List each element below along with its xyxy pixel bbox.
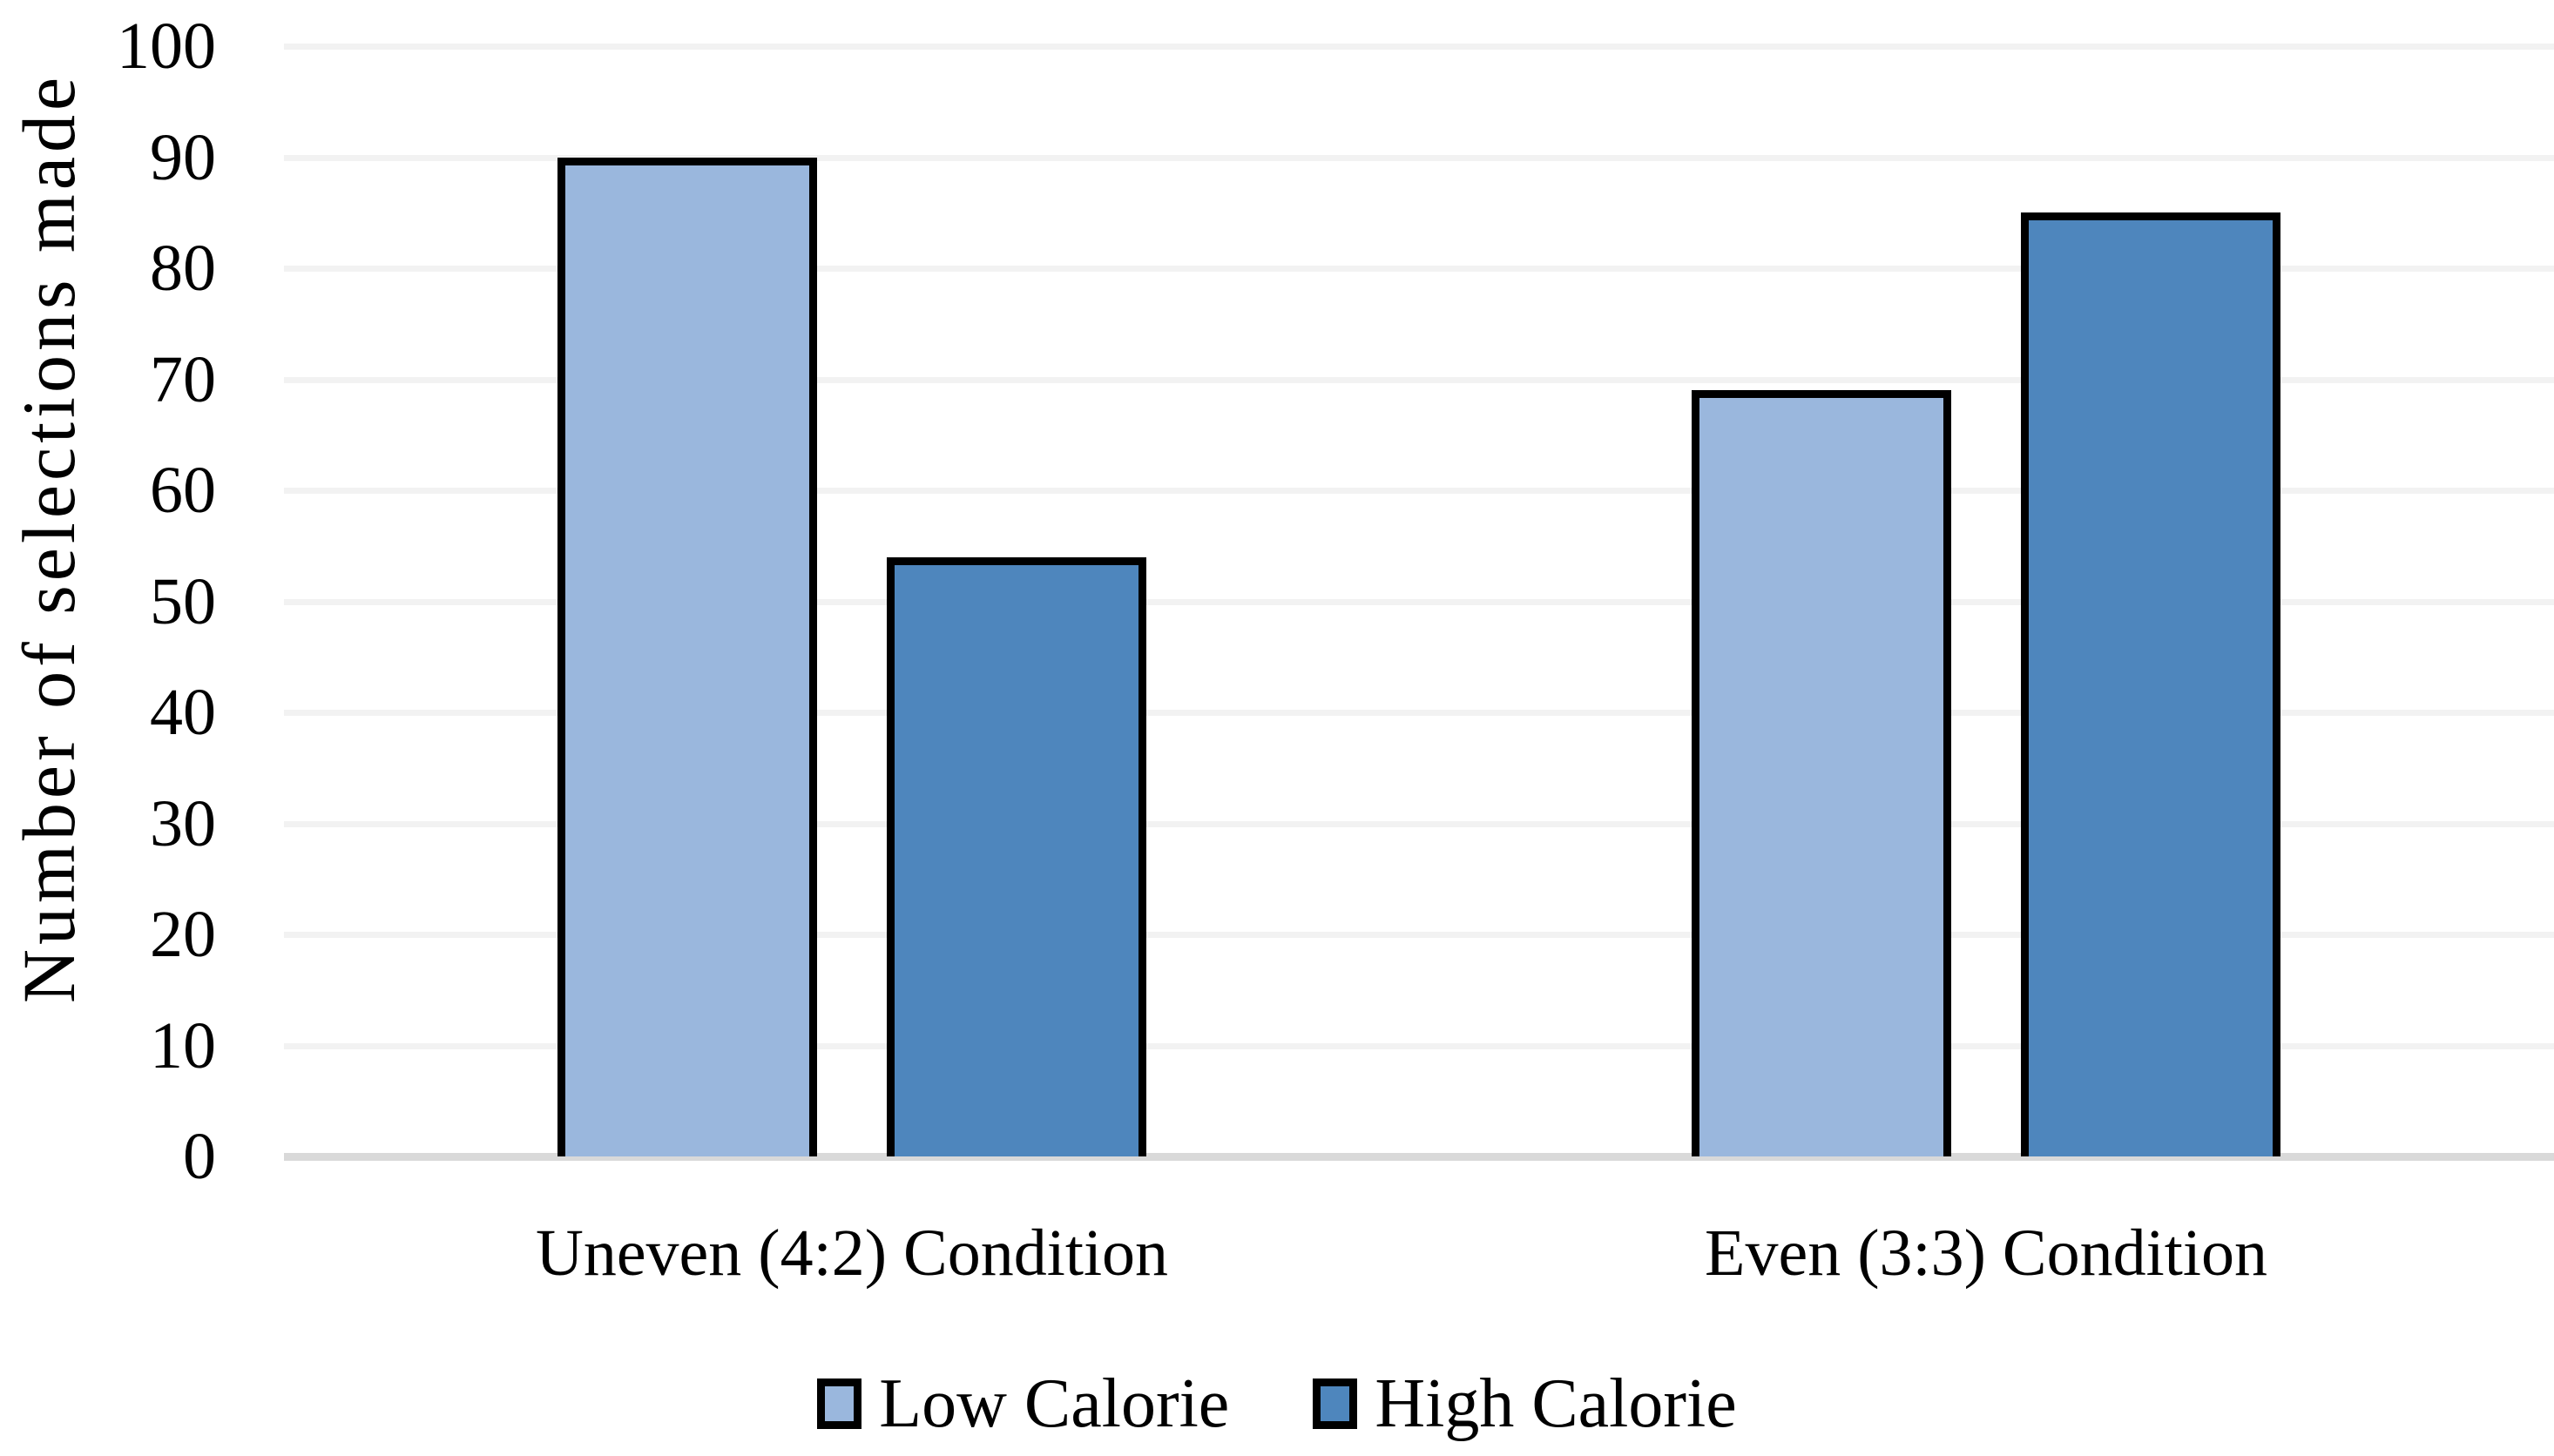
gridline-y50 xyxy=(284,598,2554,605)
gridline-y20 xyxy=(284,932,2554,938)
x-category-label-2: Even (3:3) Condition xyxy=(1705,1217,2267,1290)
gridline-y30 xyxy=(284,820,2554,827)
legend-swatch-icon xyxy=(1313,1378,1358,1429)
legend: Low Calorie High Calorie xyxy=(0,1369,2554,1439)
y-tick-label-60: 60 xyxy=(150,454,216,527)
y-tick-label-30: 30 xyxy=(150,786,216,860)
x-axis-baseline xyxy=(284,1153,2554,1161)
y-tick-label-70: 70 xyxy=(150,342,216,416)
bar-low-calorie-category-1 xyxy=(557,157,817,1156)
gridline-y10 xyxy=(284,1042,2554,1049)
plot-area xyxy=(284,44,2554,1156)
gridline-y100 xyxy=(284,44,2554,50)
y-tick-label-40: 40 xyxy=(150,676,216,749)
y-tick-label-0: 0 xyxy=(183,1120,216,1193)
x-category-label-1: Uneven (4:2) Condition xyxy=(535,1217,1169,1290)
gridline-y90 xyxy=(284,154,2554,161)
y-axis-title: Number of selections made xyxy=(7,72,91,1004)
gridline-y60 xyxy=(284,488,2554,494)
bar-high-calorie-category-1 xyxy=(887,556,1146,1156)
y-tick-label-20: 20 xyxy=(150,898,216,971)
legend-swatch-icon xyxy=(817,1378,862,1429)
legend-label: High Calorie xyxy=(1375,1365,1737,1442)
y-tick-label-10: 10 xyxy=(150,1008,216,1082)
bar-high-calorie-category-2 xyxy=(2021,212,2280,1156)
legend-item-high-calorie: High Calorie xyxy=(1313,1365,1737,1442)
y-tick-label-90: 90 xyxy=(150,120,216,194)
gridline-y80 xyxy=(284,266,2554,272)
y-tick-label-100: 100 xyxy=(117,10,216,83)
y-tick-label-50: 50 xyxy=(150,564,216,638)
legend-item-low-calorie: Low Calorie xyxy=(817,1369,1229,1439)
gridline-y40 xyxy=(284,710,2554,716)
y-tick-label-80: 80 xyxy=(150,232,216,305)
bar-low-calorie-category-2 xyxy=(1692,390,1951,1156)
gridline-y70 xyxy=(284,376,2554,383)
legend-label: Low Calorie xyxy=(879,1365,1230,1442)
